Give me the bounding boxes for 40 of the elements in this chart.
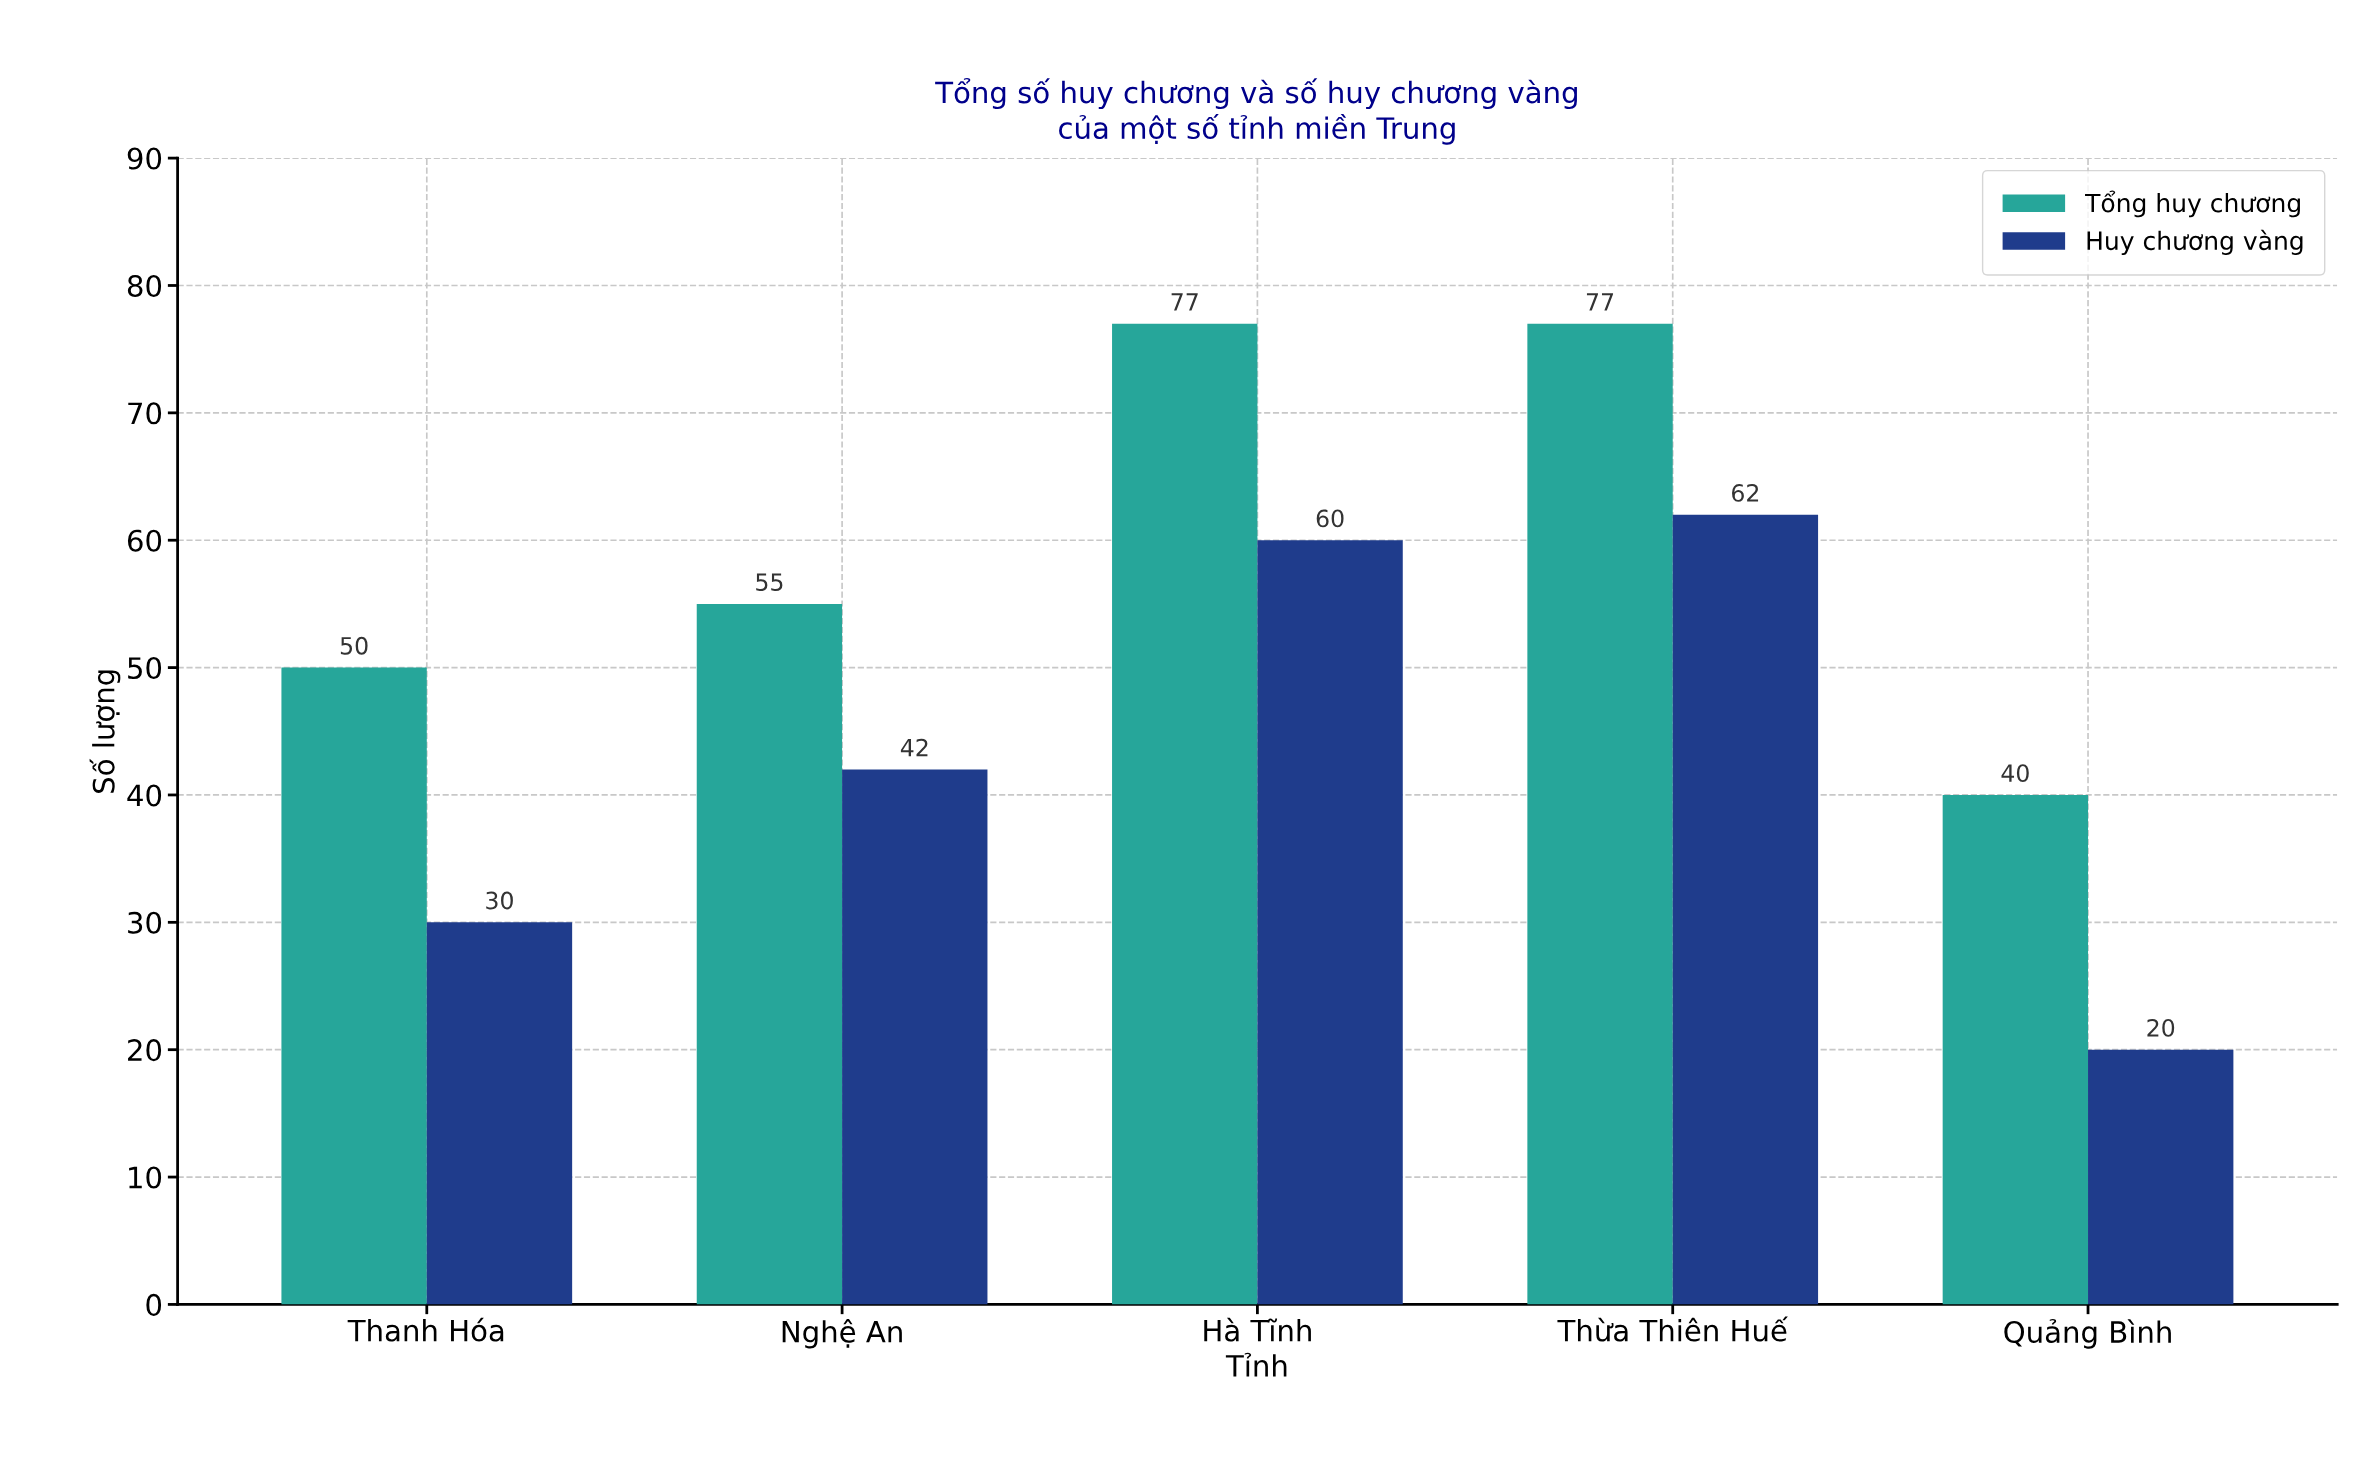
y-tick-label: 60 (127, 529, 162, 552)
data-label: 60 (1316, 509, 1344, 528)
bar (426, 922, 573, 1305)
y-tick-label: 30 (128, 911, 162, 934)
data-label: 77 (1171, 293, 1198, 311)
x-axis-title: Tỉnh (1225, 1352, 1287, 1377)
data-label: 30 (486, 891, 513, 910)
data-label: 40 (2001, 764, 2029, 783)
y-tick-label: 80 (127, 274, 162, 297)
data-label: 50 (340, 636, 368, 655)
x-tick-label: Quảng Bình (2004, 1319, 2171, 1349)
legend-label: Huy chương vàng (2087, 229, 2303, 256)
y-tick-label: 10 (129, 1166, 162, 1189)
y-tick-label: 0 (146, 1293, 162, 1316)
x-tick-label: Nghệ An (782, 1319, 902, 1349)
data-label: 55 (756, 573, 783, 591)
data-label: 42 (900, 738, 928, 757)
bar (2088, 1049, 2234, 1305)
y-tick-label: 40 (127, 784, 162, 807)
y-tick-label: 70 (128, 402, 162, 425)
x-tick-label: Hà Tĩnh (1204, 1317, 1311, 1342)
data-label: 77 (1586, 293, 1614, 311)
bar (281, 667, 427, 1305)
bar (696, 603, 843, 1305)
chart-title: Tổng số huy chương và số huy chương vàng của một số tỉnh miền Trung (935, 77, 1577, 145)
y-tick-label: 50 (128, 657, 162, 680)
y-tick-label: 20 (128, 1039, 162, 1062)
bar (1527, 323, 1673, 1305)
y-tick-label: 90 (127, 147, 162, 170)
bar (842, 769, 988, 1305)
bar (1942, 794, 2089, 1305)
y-axis-title: Số lượng (89, 670, 121, 793)
bar (1672, 514, 1819, 1305)
x-tick-label: Thanh Hóa (347, 1317, 504, 1342)
data-label: 62 (1732, 483, 1759, 502)
x-tick-label: Thừa Thiên Huế (1557, 1316, 1788, 1342)
legend-label: Tổng huy chương (2085, 190, 2300, 218)
bar (1257, 540, 1403, 1305)
bar (1112, 323, 1258, 1305)
data-label: 20 (2147, 1018, 2175, 1037)
